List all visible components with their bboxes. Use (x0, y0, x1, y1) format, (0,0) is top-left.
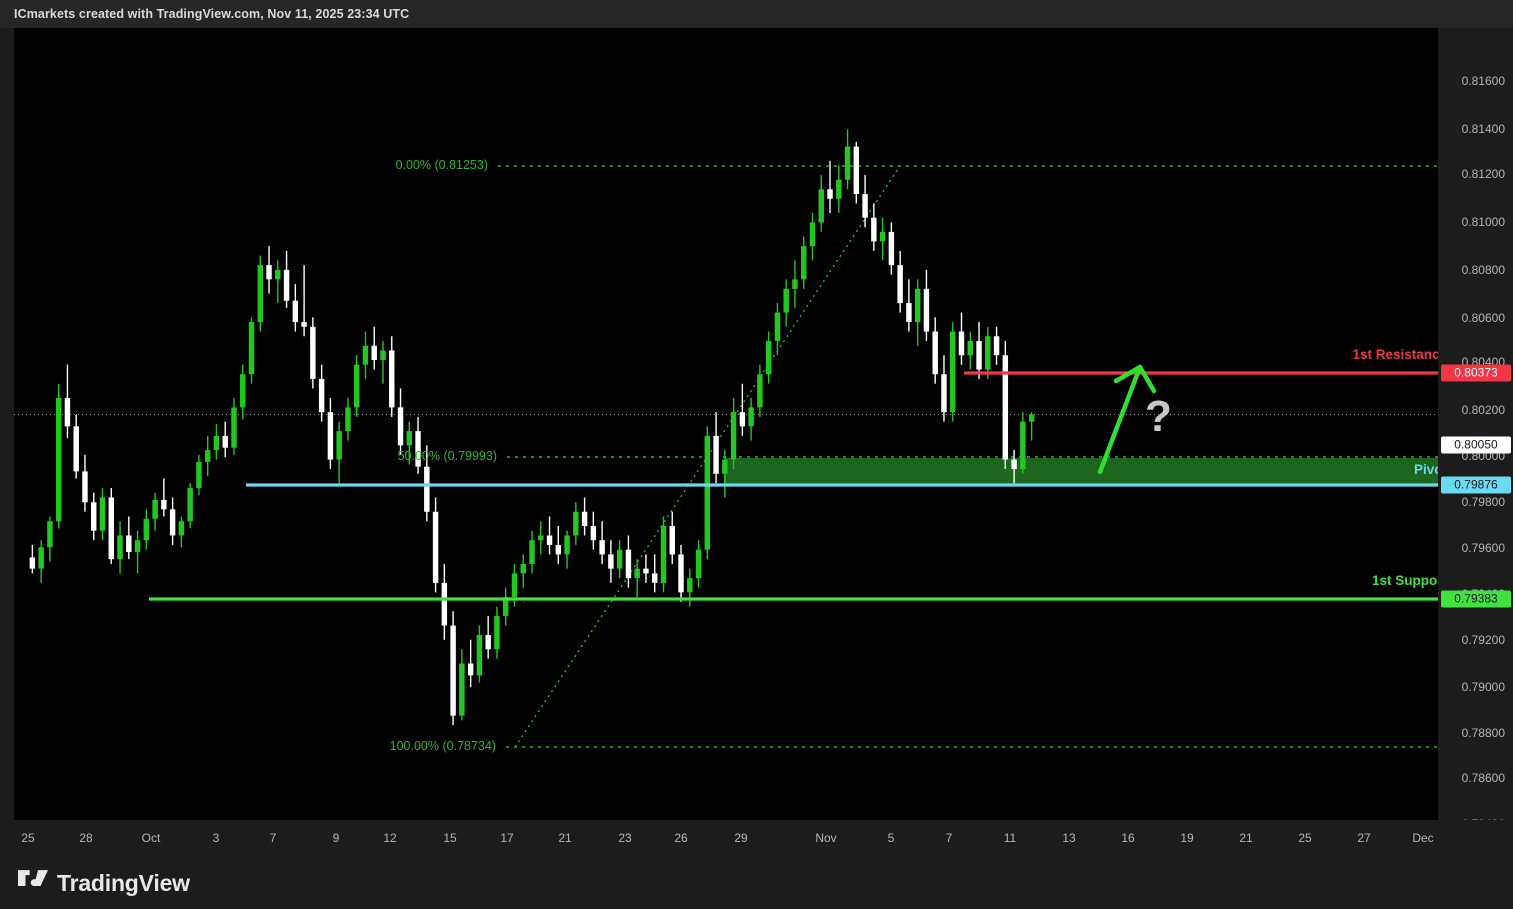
price-tick: 0.80200 (1461, 403, 1505, 417)
time-tick: 29 (734, 831, 748, 845)
time-tick: Oct (141, 831, 161, 845)
fib-100-label: 100.00% (0.78734) (389, 739, 496, 753)
fib-trend-line[interactable] (514, 165, 901, 748)
time-tick: 12 (383, 831, 397, 845)
time-tick: 13 (1062, 831, 1076, 845)
time-tick: 25 (21, 831, 35, 845)
time-tick: 21 (1239, 831, 1253, 845)
attribution-text: ICmarkets created with TradingView.com, … (14, 7, 410, 21)
time-tick: 16 (1121, 831, 1135, 845)
time-tick: 19 (1180, 831, 1194, 845)
price-tick: 0.78600 (1461, 771, 1505, 785)
time-tick: 23 (618, 831, 632, 845)
candlestick-series (29, 129, 1035, 726)
time-tick: 3 (212, 831, 220, 845)
chart-pane[interactable]: 0.00% (0.81253) 50.00% (0.79993) 100.00% (… (14, 28, 1438, 820)
price-tick: 0.81400 (1461, 122, 1505, 136)
pivot-demand-zone[interactable] (724, 458, 1438, 485)
fib-0-label: 0.00% (0.81253) (395, 158, 488, 172)
time-tick: 15 (443, 831, 457, 845)
time-tick: 25 (1298, 831, 1312, 845)
attribution-bar: ICmarkets created with TradingView.com, … (0, 0, 1513, 28)
time-tick: 7 (269, 831, 277, 845)
price-tick: 0.81200 (1461, 167, 1505, 181)
price-tick: 0.79800 (1461, 495, 1505, 509)
time-tick: Nov (815, 831, 837, 845)
price-tick: 0.80600 (1461, 311, 1505, 325)
tradingview-logo-icon (18, 870, 48, 897)
question-mark-annotation: ? (1145, 392, 1172, 441)
time-tick: Dec (1412, 831, 1434, 845)
time-axis[interactable]: 25 28 Oct 3 7 9 12 15 17 21 23 26 29 Nov 5 7 11 13 16 19 21 2… (0, 820, 1513, 858)
time-tick: 17 (500, 831, 514, 845)
support-line-label: 1st Support (1371, 573, 1438, 588)
last-price-badge[interactable]: 0.80050 (1441, 436, 1511, 454)
time-tick: 26 (674, 831, 688, 845)
time-tick: 9 (332, 831, 340, 845)
price-tick: 0.79600 (1461, 541, 1505, 555)
pivot-line-label: Pivot (1413, 462, 1438, 477)
time-tick: 21 (558, 831, 572, 845)
resistance-price-badge[interactable]: 0.80373 (1441, 364, 1511, 382)
price-axis[interactable]: 0.81600 0.81400 0.81200 0.81000 0.80800 0.806… (1438, 28, 1513, 831)
price-tick: 0.79000 (1461, 680, 1505, 694)
price-tick: 0.81000 (1461, 215, 1505, 229)
time-tick: 7 (945, 831, 953, 845)
chart-canvas (14, 129, 1438, 748)
time-tick: 5 (887, 831, 895, 845)
price-tick: 0.81600 (1461, 74, 1505, 88)
fib-50-label: 50.00% (0.79993) (397, 449, 497, 463)
time-tick: 28 (79, 831, 93, 845)
tradingview-logo-text: TradingView (57, 870, 190, 896)
price-tick: 0.79200 (1461, 633, 1505, 647)
price-tick: 0.78800 (1461, 726, 1505, 740)
support-price-badge[interactable]: 0.79383 (1441, 590, 1511, 608)
tradingview-logo: TradingView (18, 870, 190, 897)
time-tick: 11 (1003, 831, 1017, 845)
branding-bar: TradingView (0, 858, 1513, 909)
resistance-line-label: 1st Resistance (1352, 347, 1438, 362)
time-tick: 27 (1357, 831, 1371, 845)
time-axis-ticks: 25 28 Oct 3 7 9 12 15 17 21 23 26 29 Nov 5 7 11 13 16 19 21 2… (14, 820, 1438, 858)
price-tick: 0.80800 (1461, 263, 1505, 277)
pivot-price-badge[interactable]: 0.79876 (1441, 476, 1511, 494)
